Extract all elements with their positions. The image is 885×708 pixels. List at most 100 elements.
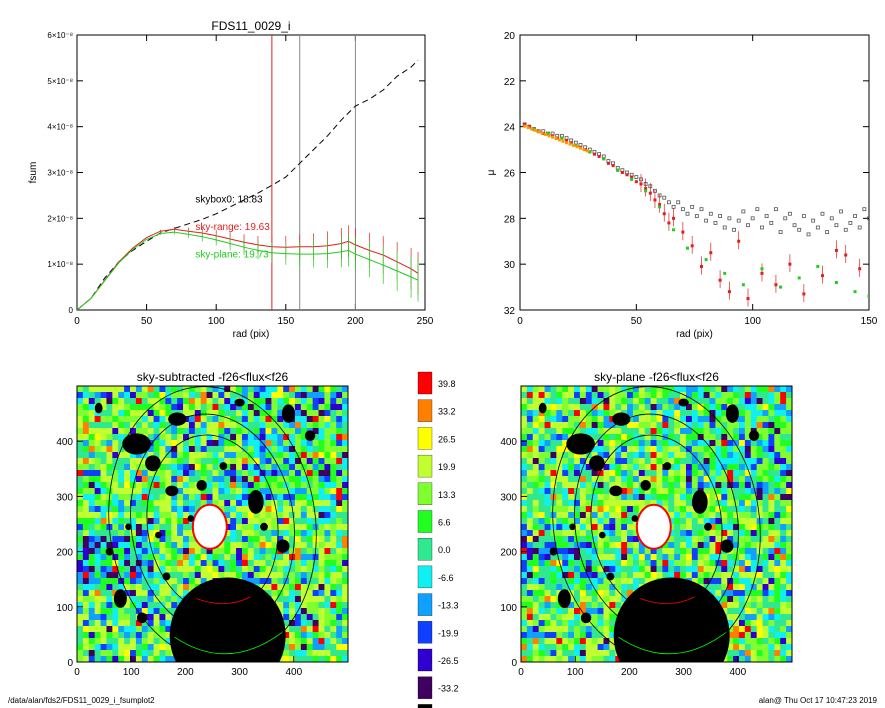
map-pixel	[77, 536, 84, 543]
map-pixel	[780, 434, 787, 441]
map-pixel	[318, 608, 326, 615]
map-pixel	[786, 626, 792, 633]
map-pixel	[330, 500, 337, 507]
map-pixel	[526, 476, 534, 483]
map-pixel	[721, 440, 728, 447]
map-pixel	[668, 440, 675, 447]
map-pixel	[300, 644, 308, 651]
map-pixel	[306, 656, 314, 662]
map-pixel	[538, 554, 546, 561]
map-pixel	[289, 512, 296, 519]
map-pixel	[188, 566, 196, 573]
map-pixel	[300, 566, 308, 573]
map-pixel	[609, 518, 616, 525]
data-point-0	[797, 227, 802, 232]
map-pixel	[224, 500, 231, 507]
map-pixel	[165, 464, 172, 471]
map-pixel	[124, 482, 131, 489]
map-pixel	[756, 434, 764, 441]
map-pixel	[774, 392, 781, 399]
map-pixel	[324, 416, 331, 423]
map-pixel	[744, 446, 752, 453]
map-pixel	[165, 578, 172, 585]
map-pixel	[744, 656, 752, 662]
data-point-2	[816, 264, 820, 268]
map-pixel	[662, 560, 669, 567]
mask-blob	[196, 480, 207, 491]
map-pixel	[644, 470, 652, 477]
map-pixel	[697, 464, 705, 471]
map-pixel	[324, 632, 331, 639]
map-pixel	[544, 590, 552, 597]
map-pixel	[780, 530, 787, 537]
map-pixel	[574, 584, 581, 591]
map-pixel	[621, 500, 628, 507]
map-pixel	[165, 596, 172, 603]
map-pixel	[668, 530, 675, 537]
map-pixel	[124, 638, 131, 645]
x-tick-label: 300	[675, 667, 692, 678]
map-pixel	[188, 536, 196, 543]
map-pixel	[591, 608, 599, 615]
map-pixel	[774, 482, 781, 489]
map-pixel	[82, 512, 90, 519]
map-pixel	[88, 572, 96, 579]
data-point-0	[634, 175, 639, 179]
map-pixel	[206, 392, 214, 399]
map-pixel	[230, 416, 237, 423]
map-pixel	[521, 452, 528, 459]
map-pixel	[342, 602, 348, 609]
map-pixel	[265, 524, 273, 531]
map-pixel	[697, 404, 705, 411]
data-point-core	[575, 145, 579, 149]
map-pixel	[638, 464, 646, 471]
colorbar-label: -26.5	[438, 656, 459, 666]
map-pixel	[188, 554, 196, 561]
map-pixel	[330, 518, 337, 525]
map-pixel	[521, 410, 528, 417]
map-pixel	[230, 458, 237, 465]
map-pixel	[556, 386, 563, 393]
map-pixel	[721, 500, 728, 507]
map-pixel	[130, 656, 137, 662]
map-pixel	[556, 554, 563, 561]
map-pixel	[194, 488, 202, 495]
map-pixel	[750, 494, 758, 501]
map-pixel	[330, 602, 337, 609]
map-pixel	[342, 482, 348, 489]
map-pixel	[283, 452, 290, 459]
map-pixel	[627, 470, 634, 477]
map-pixel	[556, 494, 563, 501]
map-pixel	[194, 404, 202, 411]
map-pixel	[650, 566, 658, 573]
map-pixel	[94, 386, 102, 393]
map-pixel	[662, 458, 669, 465]
map-pixel	[247, 542, 255, 549]
map-pixel	[230, 560, 237, 567]
map-pixel	[124, 596, 131, 603]
map-pixel	[300, 422, 308, 429]
map-pixel	[721, 482, 728, 489]
map-pixel	[165, 548, 172, 555]
map-pixel	[585, 464, 593, 471]
map-pixel	[159, 560, 166, 567]
map-pixel	[112, 392, 119, 399]
map-pixel	[562, 506, 569, 513]
map-pixel	[318, 500, 326, 507]
map-pixel	[159, 410, 166, 417]
map-pixel	[638, 404, 646, 411]
map-pixel	[721, 392, 728, 399]
map-pixel	[680, 488, 687, 495]
map-pixel	[88, 596, 96, 603]
map-pixel	[324, 596, 331, 603]
map-pixel	[336, 500, 343, 507]
map-pixel	[621, 518, 628, 525]
map-pixel	[330, 542, 337, 549]
data-point-1	[639, 182, 643, 186]
map-pixel	[656, 470, 663, 477]
map-pixel	[177, 434, 184, 441]
map-pixel	[289, 524, 296, 531]
map-pixel	[312, 626, 320, 633]
data-point-2	[560, 136, 564, 140]
map-pixel	[538, 470, 546, 477]
